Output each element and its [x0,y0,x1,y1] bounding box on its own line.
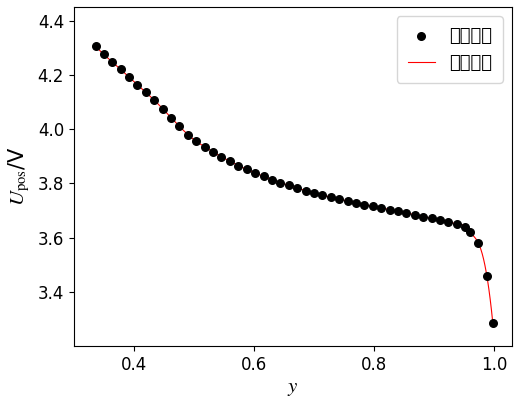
高斯拟合 [427,215,433,220]
实测数据 [419,213,427,220]
实测数据 [428,215,436,222]
高斯拟合 [94,45,101,50]
Line: 高斯拟合: 高斯拟合 [96,46,493,323]
实测数据 [444,219,453,225]
实测数据 [158,106,167,112]
实测数据 [344,198,352,205]
实测数据 [92,43,100,49]
高斯拟合 [329,195,335,200]
实测数据 [436,217,444,223]
实测数据 [474,240,483,246]
实测数据 [200,143,209,150]
实测数据 [133,81,142,88]
实测数据 [386,206,394,213]
实测数据 [360,201,368,208]
实测数据 [175,123,184,130]
实测数据 [302,187,310,194]
实测数据 [226,158,234,164]
实测数据 [217,153,226,160]
高斯拟合 [490,321,496,326]
实测数据 [461,224,469,230]
实测数据 [116,66,125,72]
实测数据 [125,74,133,80]
X-axis label: $y$: $y$ [287,379,298,398]
实测数据 [242,166,251,173]
实测数据 [234,162,242,169]
实测数据 [368,203,377,209]
高斯拟合 [328,195,334,200]
Legend: 实测数据, 高斯拟合: 实测数据, 高斯拟合 [397,16,503,83]
实测数据 [318,192,326,198]
实测数据 [310,190,318,196]
高斯拟合 [336,197,342,202]
实测数据 [192,138,200,145]
实测数据 [100,51,108,58]
实测数据 [326,194,335,200]
实测数据 [184,131,192,138]
实测数据 [150,97,158,103]
高斯拟合 [453,221,459,226]
实测数据 [352,200,360,206]
实测数据 [251,170,260,176]
实测数据 [108,59,116,65]
实测数据 [377,205,385,211]
实测数据 [483,273,491,279]
实测数据 [167,115,175,121]
实测数据 [268,177,276,183]
实测数据 [489,320,497,326]
高斯拟合 [93,44,99,49]
实测数据 [394,208,402,214]
实测数据 [284,182,293,189]
Y-axis label: $U_{\mathrm{pos}}$/V: $U_{\mathrm{pos}}$/V [7,147,32,207]
实测数据 [142,89,150,96]
实测数据 [260,173,268,180]
实测数据 [335,196,343,202]
实测数据 [411,211,419,218]
实测数据 [453,221,461,227]
实测数据 [293,185,302,191]
实测数据 [466,229,474,236]
实测数据 [276,179,284,186]
实测数据 [209,149,217,155]
实测数据 [402,210,411,216]
